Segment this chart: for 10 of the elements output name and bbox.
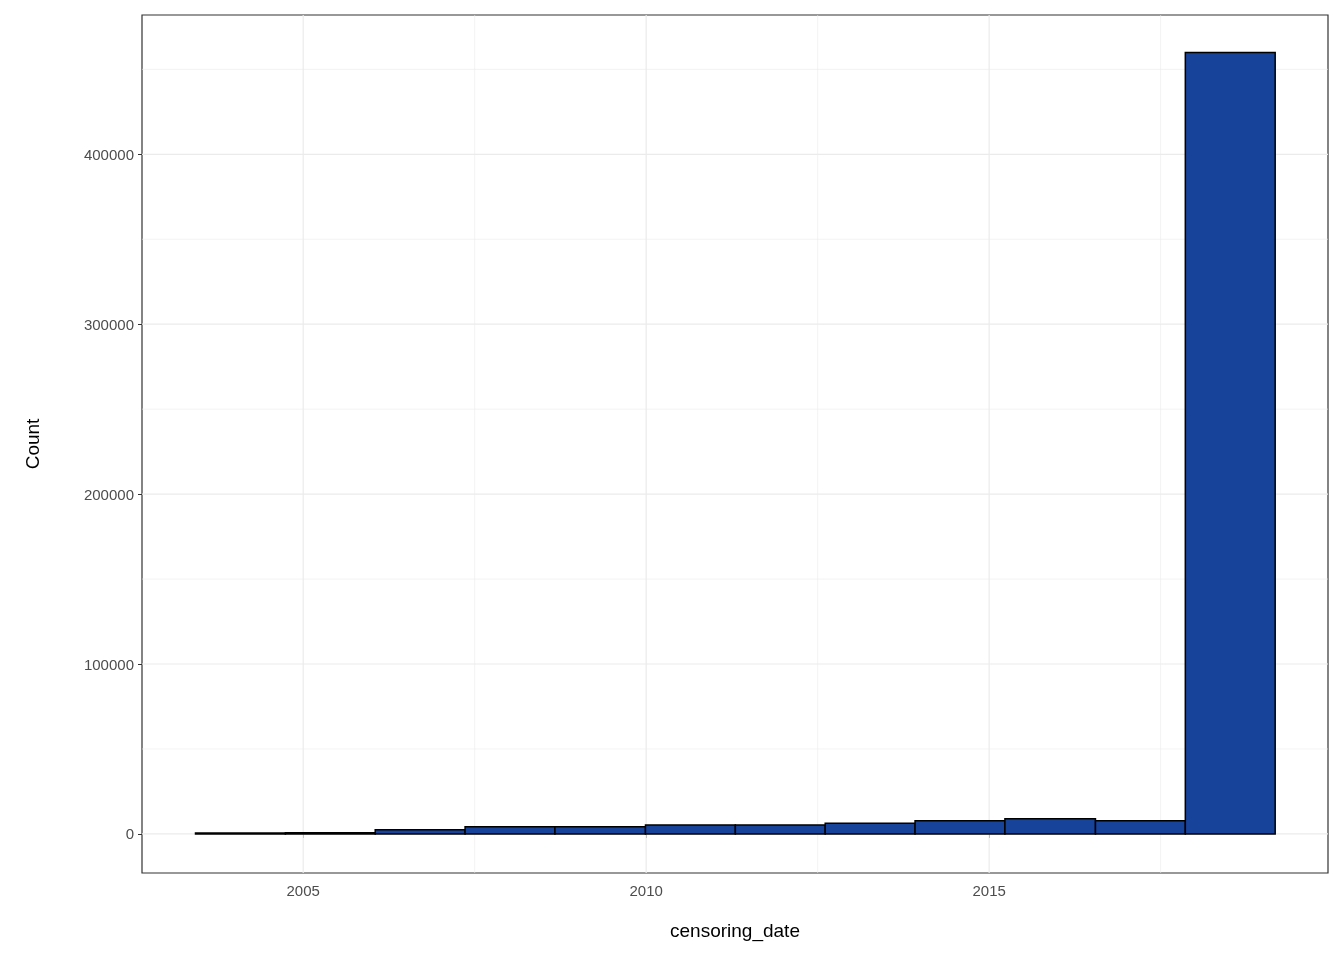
x-tick-label: 2005 [286, 882, 320, 899]
y-tick-label: 400000 [83, 145, 134, 163]
x-tick-label: 2015 [972, 882, 1006, 899]
y-tick-label: 200000 [83, 485, 134, 503]
y-axis-title: Count [22, 417, 43, 470]
x-tick-label: 2010 [629, 882, 663, 899]
y-tick-label: 100000 [83, 655, 134, 673]
y-tick-label: 300000 [83, 315, 134, 333]
y-tick-label: 0 [125, 825, 134, 843]
x-axis-title: censoring_date [670, 920, 800, 942]
